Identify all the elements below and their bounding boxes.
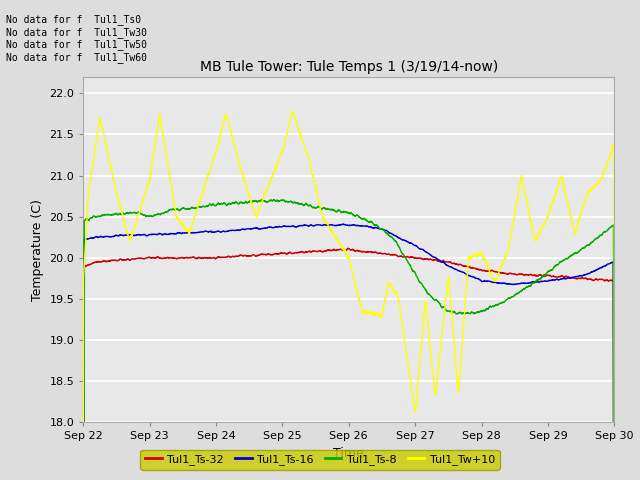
Y-axis label: Temperature (C): Temperature (C) (31, 199, 44, 300)
Text: No data for f  Tul1_Ts0
No data for f  Tul1_Tw30
No data for f  Tul1_Tw50
No dat: No data for f Tul1_Ts0 No data for f Tul… (6, 14, 147, 63)
Legend: Tul1_Ts-32, Tul1_Ts-16, Tul1_Ts-8, Tul1_Tw+10: Tul1_Ts-32, Tul1_Ts-16, Tul1_Ts-8, Tul1_… (140, 450, 500, 469)
Title: MB Tule Tower: Tule Temps 1 (3/19/14-now): MB Tule Tower: Tule Temps 1 (3/19/14-now… (200, 60, 498, 74)
X-axis label: Time: Time (333, 447, 364, 460)
